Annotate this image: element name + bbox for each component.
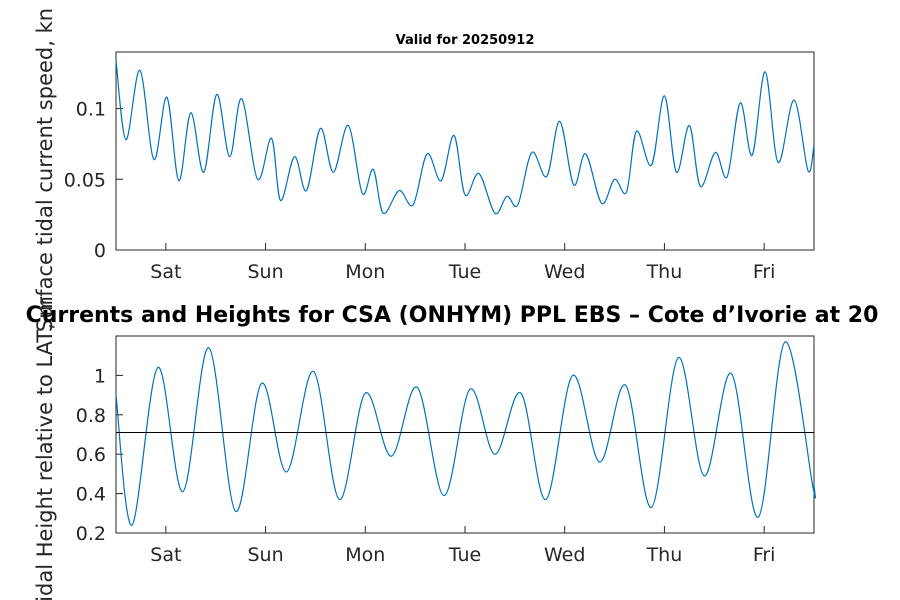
height-x-tick-label: Tue (448, 544, 481, 566)
current-x-tick-label: Fri (753, 261, 776, 283)
current-x-tick-label: Sat (150, 261, 181, 283)
height-x-ticks: Sat Sun Mon Tue Wed Thu Fri (150, 526, 775, 566)
current-x-tick-label: Tue (448, 261, 481, 283)
height-x-tick-label: Fri (753, 544, 776, 566)
height-x-tick-label: Mon (345, 544, 385, 566)
current-speed-panel: Valid for 20250912 Surface tidal current… (33, 8, 815, 332)
current-y-tick-label: 0.05 (64, 169, 106, 191)
current-series-line (115, 60, 815, 215)
height-series-line (115, 341, 816, 526)
tidal-height-panel: Tidal Height relative to LAT, m 0.20.40.… (26, 296, 879, 600)
current-x-tick-label: Mon (345, 261, 385, 283)
current-y-tick-label: 0.1 (76, 99, 106, 121)
height-y-tick-label: 0.2 (76, 523, 106, 545)
height-y-axis-label: Tidal Height relative to LAT, m (33, 296, 57, 600)
current-y-tick-label: 0 (94, 240, 106, 262)
current-x-ticks: Sat Sun Mon Tue Wed Thu Fri (150, 243, 775, 283)
main-title: Currents and Heights for CSA (ONHYM) PPL… (26, 303, 879, 328)
height-x-tick-label: Sat (150, 544, 181, 566)
current-plot-area (115, 51, 815, 251)
height-series-group (115, 341, 816, 526)
current-y-axis-label: Surface tidal current speed, kn (33, 8, 57, 332)
height-y-tick-label: 0.4 (76, 484, 106, 506)
height-y-tick-label: 1 (94, 365, 106, 387)
height-x-tick-label: Thu (646, 544, 683, 566)
height-plot-area (115, 335, 815, 534)
height-y-tick-label: 0.6 (76, 444, 106, 466)
current-y-ticks: 0 0.05 0.1 (64, 99, 123, 262)
current-series-group (115, 60, 815, 215)
height-y-ticks: 0.2 0.4 0.6 0.8 1 (76, 365, 123, 545)
current-panel-title: Valid for 20250912 (396, 33, 535, 48)
height-y-tick-label: 0.8 (76, 405, 106, 427)
height-x-tick-label: Sun (247, 544, 283, 566)
current-x-tick-label: Wed (544, 261, 585, 283)
current-x-tick-label: Sun (247, 261, 283, 283)
current-x-tick-label: Thu (646, 261, 683, 283)
height-x-tick-label: Wed (544, 544, 585, 566)
